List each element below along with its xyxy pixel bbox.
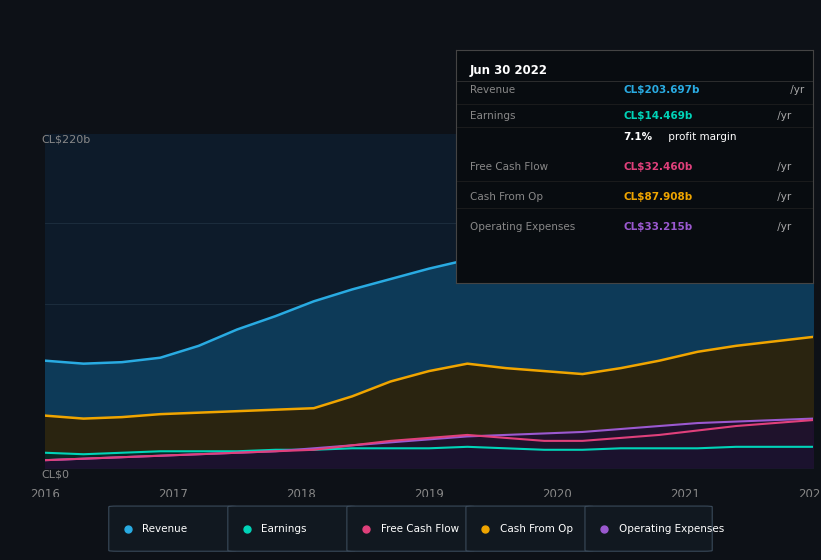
Text: 2019: 2019 [414,488,444,501]
FancyBboxPatch shape [466,506,594,551]
Text: /yr: /yr [773,162,791,172]
Text: 2022: 2022 [798,488,821,501]
Text: CL$32.460b: CL$32.460b [623,162,693,172]
Text: CL$0: CL$0 [41,469,69,479]
Text: /yr: /yr [787,85,805,95]
Text: Cash From Op: Cash From Op [499,524,572,534]
Text: CL$203.697b: CL$203.697b [623,85,700,95]
Text: 7.1%: 7.1% [623,132,653,142]
Text: 2016: 2016 [30,488,60,501]
FancyBboxPatch shape [228,506,355,551]
Text: /yr: /yr [773,192,791,202]
Text: /yr: /yr [773,222,791,232]
FancyBboxPatch shape [585,506,713,551]
Text: 2018: 2018 [287,488,316,501]
Text: 2017: 2017 [158,488,188,501]
Text: 2020: 2020 [542,488,571,501]
Text: Free Cash Flow: Free Cash Flow [381,524,459,534]
Text: CL$220b: CL$220b [41,134,90,144]
Text: Revenue: Revenue [470,85,515,95]
FancyBboxPatch shape [347,506,475,551]
Text: profit margin: profit margin [664,132,736,142]
Text: /yr: /yr [773,111,791,121]
Text: Free Cash Flow: Free Cash Flow [470,162,548,172]
Text: 2021: 2021 [670,488,699,501]
FancyBboxPatch shape [108,506,236,551]
Text: CL$87.908b: CL$87.908b [623,192,693,202]
Bar [694,134,813,468]
Text: Revenue: Revenue [143,524,187,534]
Text: Operating Expenses: Operating Expenses [619,524,724,534]
Text: Earnings: Earnings [470,111,516,121]
Text: CL$14.469b: CL$14.469b [623,111,693,121]
Text: Jun 30 2022: Jun 30 2022 [470,64,548,77]
Text: Operating Expenses: Operating Expenses [470,222,576,232]
Text: CL$33.215b: CL$33.215b [623,222,693,232]
Text: Cash From Op: Cash From Op [470,192,543,202]
Text: Earnings: Earnings [262,524,307,534]
